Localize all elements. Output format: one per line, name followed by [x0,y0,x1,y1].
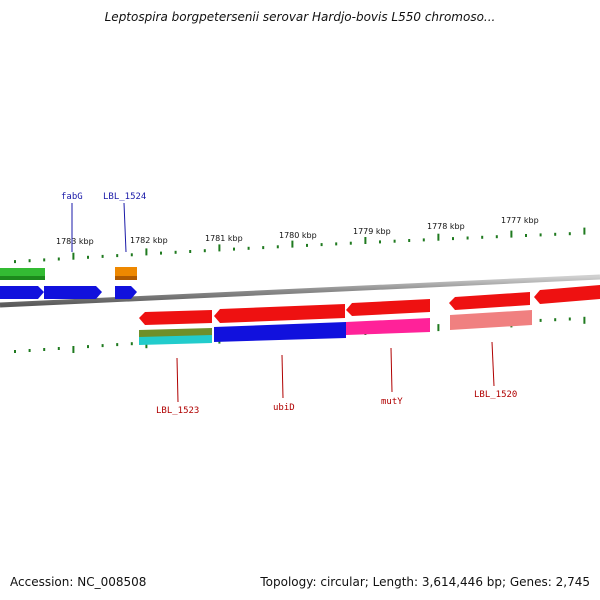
leader-ubiD [281,354,284,399]
chromosome-title: Leptospira borgpetersenii serovar Hardjo… [104,10,496,24]
gene-blue-1[interactable] [0,286,44,299]
gene-LBL-1523-cyan[interactable] [139,335,212,345]
scale-label: 1777 kbp [501,216,539,225]
gene-red-2[interactable] [214,304,345,323]
scale-label: 1783 kbp [56,237,94,246]
gene-LBL-1520[interactable] [450,310,532,330]
accession-label: Accession: NC_008508 [10,575,147,589]
label-leaders [71,202,495,403]
leader-LBL-1524 [123,202,127,253]
gene-green-upper-shade [0,276,45,280]
gene-mutY[interactable] [346,318,430,335]
gene-label-LBL-1524[interactable]: LBL_1524 [103,192,146,202]
gene-labels: fabG LBL_1524 LBL_1523 ubiD mutY LBL_152… [61,192,517,416]
gene-label-fabG[interactable]: fabG [61,192,83,202]
scale-labels: 1783 kbp 1782 kbp 1781 kbp 1780 kbp 1779… [56,216,539,246]
scale-label: 1778 kbp [427,222,465,231]
leader-mutY [390,347,393,393]
forward-genes [0,267,137,299]
gene-label-LBL-1520[interactable]: LBL_1520 [474,390,517,400]
scale-label: 1779 kbp [353,227,391,236]
gene-red-1[interactable] [139,310,212,325]
gene-label-LBL-1523[interactable]: LBL_1523 [156,406,199,416]
topology-label: Topology: circular; Length: 3,614,446 bp… [260,575,590,589]
scale-label: 1781 kbp [205,234,243,243]
gene-label-ubiD[interactable]: ubiD [273,403,295,413]
gene-ubiD[interactable] [214,322,346,342]
scale-label: 1780 kbp [279,231,317,240]
reverse-genes [139,285,600,345]
leader-LBL-1520 [491,341,495,387]
scale-ticks-top [14,227,586,264]
gene-LBL-1524[interactable] [115,286,137,299]
gene-label-mutY[interactable]: mutY [381,397,403,407]
gene-orange-shade [115,276,137,280]
gene-red-5[interactable] [534,285,600,304]
gene-fabG[interactable] [44,286,102,299]
scale-label: 1782 kbp [130,236,168,245]
gene-red-4[interactable] [449,292,530,310]
gene-red-3[interactable] [346,299,430,316]
leader-LBL-1523 [176,357,179,403]
chromosome-backbone [0,274,600,308]
